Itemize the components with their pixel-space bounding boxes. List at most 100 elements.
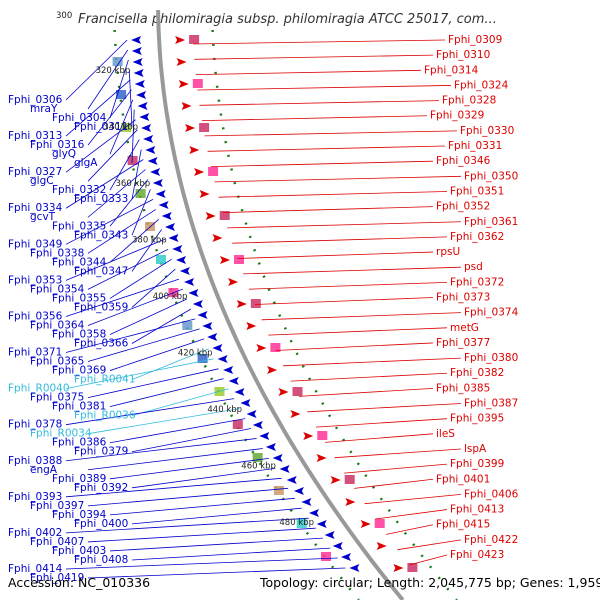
gene-label-left: Fphi_0335 (52, 220, 106, 232)
gene-label-right: Fphi_0331 (448, 140, 502, 152)
gene-label-right: Fphi_0328 (442, 95, 496, 107)
gene-label-right: Fphi_0387 (464, 398, 518, 410)
kbp-label: 440 kbp (207, 405, 242, 415)
gene-leader-right (290, 372, 448, 382)
gene-leader-right (334, 448, 462, 459)
forward-gene-arrow (301, 498, 312, 506)
kbp-label: 320 kbp (96, 66, 131, 76)
map-title: Francisella philomiragia subsp. philomir… (78, 12, 497, 27)
gene-label-left: Fphi_0354 (30, 283, 85, 295)
gene-label-left: Fphi_0332 (52, 184, 106, 196)
gene-label-right: Fphi_0346 (436, 155, 491, 167)
cog-block (250, 299, 261, 308)
gene-leader-left (131, 428, 251, 453)
reverse-gene-arrow (246, 322, 257, 330)
reverse-gene-arrow (194, 168, 205, 176)
gene-label-right: Fphi_0329 (430, 110, 484, 122)
forward-gene-arrow (223, 366, 234, 374)
forward-gene-arrow (132, 58, 143, 66)
gene-label-left: Fphi_0364 (30, 319, 85, 331)
reverse-gene-arrow (212, 234, 223, 242)
forward-gene-arrow (197, 311, 208, 319)
gene-label-left: Fphi_0381 (52, 401, 106, 413)
forward-gene-arrow (179, 267, 190, 275)
forward-gene-arrow (279, 465, 290, 473)
gene-label-left: Fphi_0333 (74, 193, 128, 205)
ruler-top-label: 300 (56, 11, 72, 21)
gene-label-right: Fphi_0413 (450, 504, 504, 516)
gene-leader-right (199, 100, 440, 106)
gene-label-left: Fphi_0306 (8, 94, 63, 106)
gene-label-left: Fphi_0386 (52, 437, 107, 449)
gene-leader-right (354, 478, 434, 489)
reverse-gene-arrow (236, 300, 247, 308)
forward-gene-arrow (234, 388, 245, 396)
gene-label-right: Fphi_0330 (460, 125, 514, 137)
gene-label-right: Fphi_0361 (464, 216, 518, 228)
gene-label-left: Fphi_0304 (52, 112, 107, 124)
gene-leader-right (282, 357, 462, 367)
reverse-gene-arrow (220, 256, 230, 264)
gene-label-right: Fphi_0373 (436, 292, 490, 304)
gene-label-left: Fphi_0389 (52, 473, 106, 485)
gene-leader-left (109, 338, 205, 371)
gene-label-left: Fphi_0365 (30, 356, 84, 368)
forward-gene-arrow (137, 102, 148, 110)
reverse-gene-arrow (290, 410, 301, 418)
forward-gene-arrow (131, 36, 142, 44)
gene-leader-left (109, 139, 140, 191)
reverse-gene-arrow (267, 366, 278, 374)
cog-block (156, 255, 166, 264)
gene-leader-left (109, 59, 129, 119)
gene-leader-right (325, 433, 434, 443)
gene-label-left: glgA (74, 157, 98, 169)
gene-leader-left (87, 328, 200, 362)
gene-leader-right (194, 54, 434, 60)
gene-label-left: Fphi_0402 (8, 527, 62, 539)
forward-gene-arrow (246, 410, 257, 418)
gene-label-left: Fphi_0334 (8, 202, 63, 214)
cog-block (116, 90, 127, 99)
gene-leader-left (65, 119, 136, 173)
forward-gene-arrow (158, 201, 169, 209)
forward-gene-arrow (324, 531, 335, 539)
gene-leader-right (193, 39, 446, 45)
gene-leader-right (261, 312, 462, 321)
gene-label-right: Fphi_0385 (436, 382, 490, 394)
gene-leader-left (65, 477, 282, 498)
cog-block (252, 453, 263, 462)
accession-text: Accession: NC_010336 (8, 575, 150, 590)
forward-gene-arrow (349, 564, 360, 572)
gene-leader-right (237, 251, 434, 259)
gene-leader-left (65, 39, 128, 101)
gene-leader-left (65, 318, 196, 353)
gene-label-left: Fphi_0397 (30, 500, 84, 512)
gene-label-left: Fphi_0349 (8, 238, 62, 250)
gene-label-right: rpsU (436, 246, 460, 258)
gene-leader-right (242, 266, 462, 275)
gene-leader-left (65, 238, 166, 281)
gene-leader-left (87, 248, 169, 290)
gene-label-left: Fphi_0316 (30, 139, 85, 151)
forward-gene-arrow (259, 432, 270, 440)
gene-label-left: Fphi_0313 (8, 130, 62, 142)
forward-gene-arrow (152, 179, 163, 187)
cog-block (292, 387, 303, 396)
forward-gene-arrow (240, 399, 251, 407)
gene-leader-right (315, 418, 448, 428)
gene-label-left: Fphi_0393 (8, 491, 62, 503)
forward-gene-arrow (161, 212, 172, 220)
cog-block (317, 431, 328, 440)
kbp-label: 460 kbp (241, 462, 276, 472)
kbp-label: 340 kbp (103, 123, 138, 133)
gene-leader-left (131, 109, 135, 164)
gene-leader-right (275, 342, 434, 351)
gene-leader-left (109, 99, 134, 155)
gene-leader-left (131, 268, 176, 308)
leader-layer (65, 39, 462, 579)
reverse-gene-arrow (185, 124, 196, 132)
cog-block (135, 189, 146, 198)
cog-block (234, 255, 244, 264)
reverse-gene-arrow (278, 388, 289, 396)
